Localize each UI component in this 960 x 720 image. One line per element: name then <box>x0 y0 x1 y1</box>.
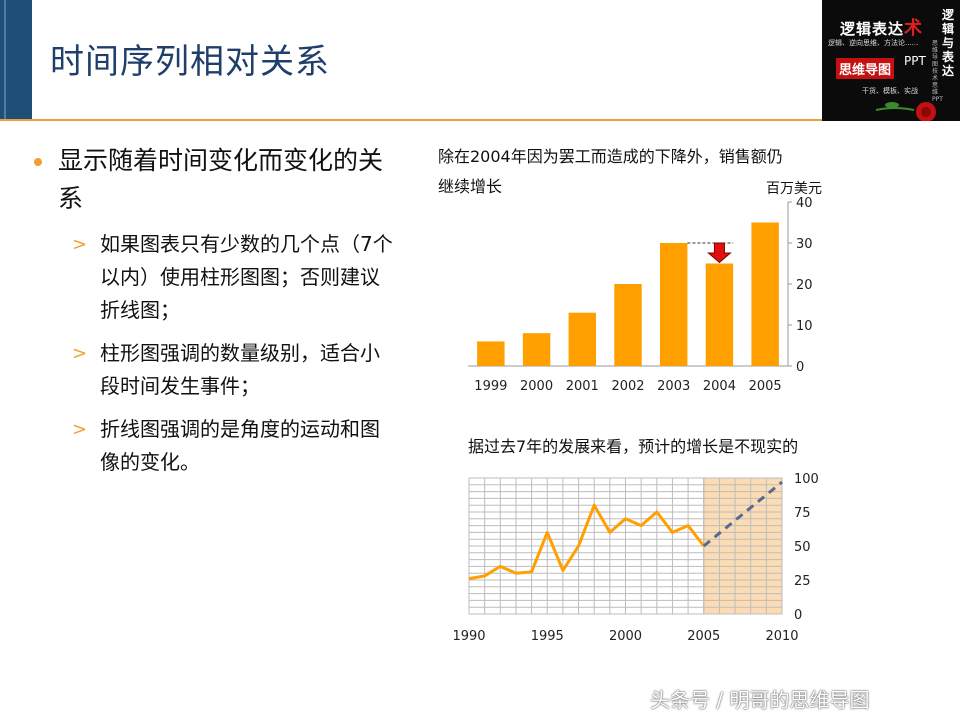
line-chart-caption: 据过去7年的发展来看，预计的增长是不现实的 <box>468 437 799 456</box>
bar-y-tick-label: 40 <box>796 196 813 211</box>
bar-x-tick-label: 2004 <box>703 379 736 394</box>
line-y-tick-label: 50 <box>794 540 811 555</box>
bar-x-tick-label: 2005 <box>749 379 782 394</box>
bar <box>660 243 688 366</box>
line-y-tick-label: 75 <box>794 506 811 521</box>
line-y-tick-label: 25 <box>794 574 811 589</box>
bullet-list: 显示随着时间变化而变化的关系 > 如果图表只有少数的几个点（7个以内）使用柱形图… <box>34 142 394 479</box>
bar-y-tick-label: 0 <box>796 360 804 375</box>
bullet-sub-3: > 折线图强调的是角度的运动和图像的变化。 <box>34 413 394 479</box>
logo-line1: 逻辑表达术 <box>840 14 923 40</box>
line-x-tick-label: 1995 <box>531 629 564 644</box>
bar <box>751 222 779 366</box>
rose-icon <box>875 102 936 121</box>
title-accent-bar <box>0 0 32 120</box>
bar-y-tick-label: 20 <box>796 278 813 293</box>
bar-x-tick-label: 1999 <box>474 379 507 394</box>
line-x-tick-label: 1990 <box>452 629 485 644</box>
bullet-main: 显示随着时间变化而变化的关系 <box>34 142 394 218</box>
logo-ppt: PPT <box>904 54 926 68</box>
drop-arrow-icon <box>707 242 732 264</box>
line-y-tick-label: 0 <box>794 608 802 623</box>
logo-vertical-small: 思维导图技术思维PPT <box>932 40 943 103</box>
bar-x-tick-label: 2002 <box>611 379 644 394</box>
chevron-right-icon: > <box>72 343 88 364</box>
bar-chart: 0 10 20 30 40 1999 2000 2001 2002 2003 2004 2005 <box>468 196 813 394</box>
bar-x-tick-label: 2000 <box>520 379 553 394</box>
bullet-sub-2: > 柱形图强调的数量级别，适合小段时间发生事件； <box>34 337 394 403</box>
chevron-right-icon: > <box>72 234 88 255</box>
bar-chart-caption: 除在2004年因为罢工而造成的下降外，销售额仍继续增长 <box>438 147 783 196</box>
line-x-tick-label: 2010 <box>765 629 798 644</box>
title-bar: 时间序列相对关系 <box>0 0 960 121</box>
logo-vertical-text: 逻辑与表达 <box>942 8 955 78</box>
bullet-main-text: 显示随着时间变化而变化的关系 <box>58 146 384 213</box>
bar <box>568 312 596 366</box>
line-x-tick-label: 2000 <box>609 629 642 644</box>
bar-y-tick-label: 30 <box>796 237 813 252</box>
line-chart: 0 25 50 75 100 1990 1995 2000 2005 2010 <box>452 472 819 644</box>
line-x-tick-label: 2005 <box>687 629 720 644</box>
bar-chart-unit: 百万美元 <box>766 181 822 197</box>
forecast-line <box>702 480 783 548</box>
brand-logo: 逻辑表达术 逻辑、逆向思维、方法论...... 思维导图 PPT 干货、模板、实… <box>822 0 960 121</box>
bullet-sub-1: > 如果图表只有少数的几个点（7个以内）使用柱形图图；否则建议折线图； <box>34 228 394 327</box>
line-y-tick-label: 100 <box>794 472 819 487</box>
bar-x-tick-label: 2003 <box>657 379 690 394</box>
bullet-dot-icon <box>34 158 42 166</box>
logo-line1-prefix: 逻辑表达 <box>840 20 905 38</box>
bullet-sub-text: 如果图表只有少数的几个点（7个以内）使用柱形图图；否则建议折线图； <box>100 232 393 322</box>
bar <box>705 263 734 366</box>
logo-badge: 思维导图 <box>836 58 895 79</box>
bullet-sub-text: 柱形图强调的数量级别，适合小段时间发生事件； <box>100 341 380 398</box>
bar <box>522 333 551 366</box>
bar <box>477 341 505 366</box>
bar <box>614 284 642 366</box>
bullet-sub-text: 折线图强调的是角度的运动和图像的变化。 <box>100 417 380 474</box>
logo-line2: 逻辑、逆向思维、方法论...... <box>828 39 919 47</box>
bar-y-tick-label: 10 <box>796 319 813 334</box>
footer-watermark: 头条号 / 明哥的思维导图 <box>650 688 870 712</box>
slide-title: 时间序列相对关系 <box>50 42 330 82</box>
logo-line1-accent: 术 <box>904 18 924 39</box>
bar-x-tick-label: 2001 <box>566 379 599 394</box>
line-series <box>468 503 705 581</box>
logo-line5: 干货、模板、实战 <box>862 87 918 95</box>
chevron-right-icon: > <box>72 419 88 440</box>
title-divider <box>0 119 960 121</box>
